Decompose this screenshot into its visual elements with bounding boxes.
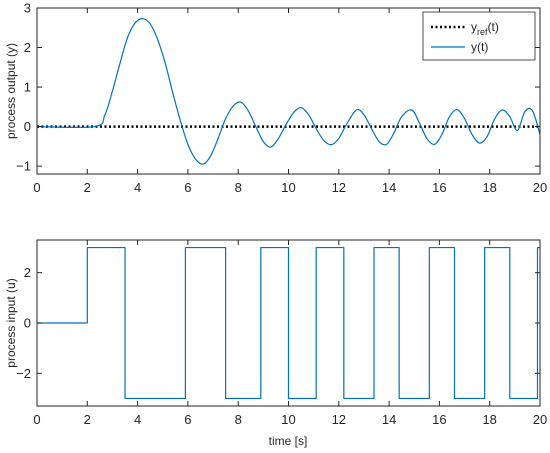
top-ytick-label: −1	[16, 159, 31, 174]
bottom-xticks-group: 0 2 4 6 8 10 12 14 16 18 20	[33, 240, 547, 427]
top-xtick-label: 12	[332, 180, 346, 195]
bottom-axes: 0 2 4 6 8 10 12 14 16 18 20 −2 0 2 process input (u)…	[4, 239, 547, 448]
bottom-xtick-label: 8	[235, 412, 242, 427]
bottom-xtick-label: 16	[432, 412, 446, 427]
bottom-xtick-label: 14	[382, 412, 396, 427]
bottom-series-group	[37, 246, 540, 400]
top-xtick-label: 8	[235, 180, 242, 195]
legend-box	[422, 11, 536, 61]
bottom-xtick-label: 4	[134, 412, 141, 427]
bottom-xtick-label: 12	[332, 412, 346, 427]
bottom-xtick-label: 6	[184, 412, 191, 427]
top-xtick-label: 6	[184, 180, 191, 195]
top-xtick-label: 4	[134, 180, 141, 195]
bottom-xtick-label: 0	[33, 412, 40, 427]
top-ytick-label: 3	[24, 1, 31, 16]
top-yticks-group: −1 0 1 2 3	[16, 1, 540, 174]
legend-label-y: y(t)	[471, 40, 488, 54]
bottom-xlabel: time [s]	[269, 434, 308, 448]
top-ytick-label: 1	[24, 80, 31, 95]
top-xtick-label: 20	[533, 180, 547, 195]
top-xtick-label: 0	[33, 180, 40, 195]
bottom-ylabel: process input (u)	[4, 278, 18, 367]
top-xticks-group: 0 2 4 6 8 10 12 14 16 18 20	[33, 8, 547, 195]
bottom-xtick-label: 10	[281, 412, 295, 427]
bottom-ytick-label: 0	[24, 316, 31, 331]
top-series-group	[36, 18, 541, 165]
bottom-series-line	[37, 246, 540, 400]
bottom-xtick-label: 20	[533, 412, 547, 427]
top-xtick-label: 14	[382, 180, 396, 195]
legend: yref(t) y(t)	[422, 11, 536, 61]
bottom-xtick-label: 2	[84, 412, 91, 427]
bottom-yticks-group: −2 0 2	[16, 265, 540, 381]
top-xtick-label: 10	[281, 180, 295, 195]
top-xtick-label: 2	[84, 180, 91, 195]
top-xtick-label: 18	[482, 180, 496, 195]
top-ytick-label: 0	[24, 119, 31, 134]
legend-label-yref: yref(t)	[471, 20, 499, 37]
bottom-xtick-label: 18	[482, 412, 496, 427]
bottom-ytick-label: −2	[16, 366, 31, 381]
bottom-ytick-label: 2	[24, 265, 31, 280]
top-ylabel: process output (y)	[4, 43, 18, 139]
top-xtick-label: 16	[432, 180, 446, 195]
top-ytick-label: 2	[24, 40, 31, 55]
top-series-y	[36, 18, 541, 165]
